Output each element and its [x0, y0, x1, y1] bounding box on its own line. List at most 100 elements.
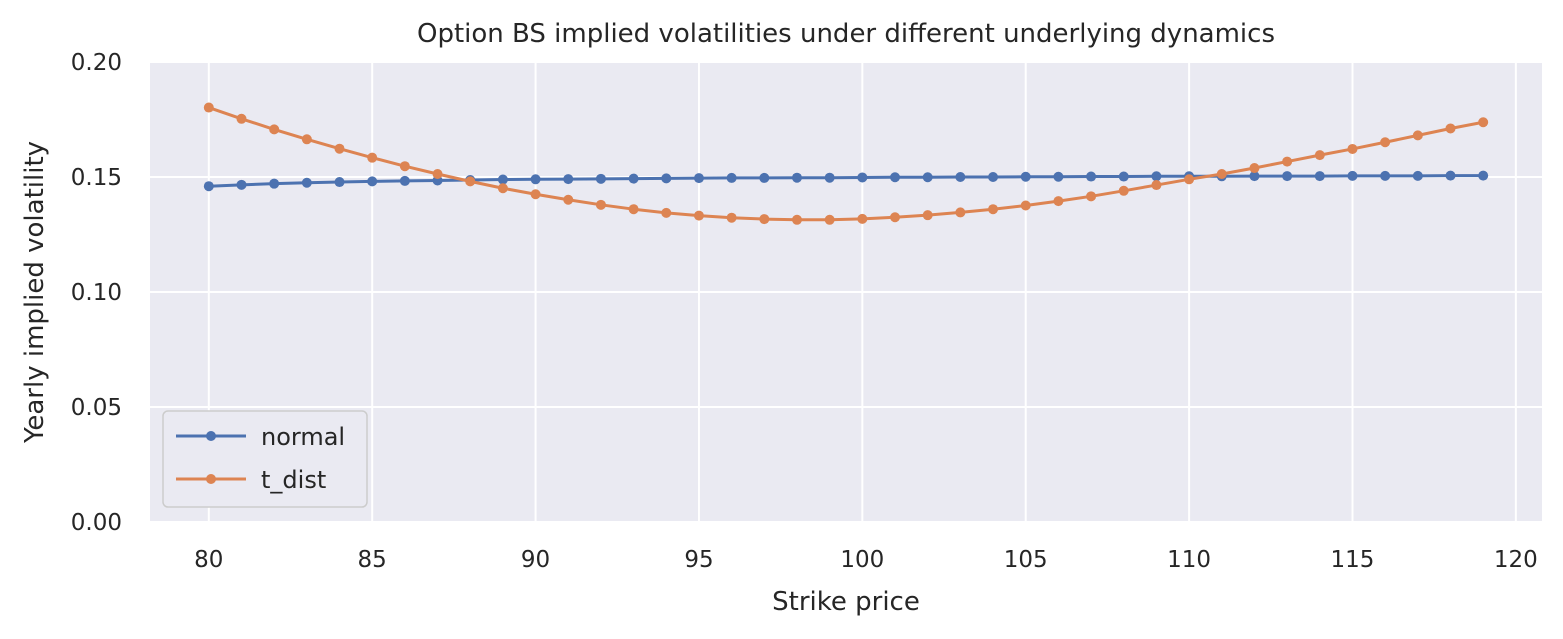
data-point [432, 169, 443, 180]
data-point [530, 189, 541, 200]
data-point [497, 174, 508, 185]
data-point [1216, 169, 1227, 180]
legend-item-t_dist: t_dist [176, 466, 326, 494]
data-point [759, 172, 770, 183]
data-point [726, 172, 737, 183]
data-point [759, 214, 770, 225]
data-point [791, 172, 802, 183]
legend-marker [206, 474, 216, 484]
x-tick-label: 120 [1494, 547, 1538, 573]
data-point [824, 172, 835, 183]
data-point [1445, 123, 1456, 134]
data-point [988, 204, 999, 215]
data-point [955, 207, 966, 218]
data-point [1020, 171, 1031, 182]
y-tick-label: 0.15 [71, 165, 122, 191]
data-point [1086, 171, 1097, 182]
data-point [1282, 156, 1293, 167]
data-point [465, 176, 476, 187]
data-point [530, 174, 541, 185]
x-tick-label: 115 [1331, 547, 1375, 573]
data-point [595, 199, 606, 210]
data-point [563, 174, 574, 185]
data-point [1086, 191, 1097, 202]
y-tick-label: 0.05 [71, 395, 122, 421]
data-point [1020, 200, 1031, 211]
data-point [399, 161, 410, 172]
data-point [269, 178, 280, 189]
data-point [1118, 185, 1129, 196]
data-point [628, 204, 639, 215]
data-point [1412, 170, 1423, 181]
data-point [399, 175, 410, 186]
data-point [1118, 171, 1129, 182]
data-point [1282, 171, 1293, 182]
legend-item-normal: normal [176, 423, 345, 451]
x-tick-label: 90 [521, 547, 550, 573]
data-point [1151, 180, 1162, 191]
data-point [1380, 170, 1391, 181]
data-point [367, 152, 378, 163]
legend-label: t_dist [261, 466, 326, 494]
data-point [497, 183, 508, 194]
data-point [269, 124, 280, 135]
data-point [334, 143, 345, 154]
data-point [1412, 130, 1423, 141]
data-point [1053, 171, 1064, 182]
data-point [791, 214, 802, 225]
data-point [890, 172, 901, 183]
data-point [661, 207, 672, 218]
data-point [857, 172, 868, 183]
data-point [1478, 117, 1489, 128]
data-point [334, 177, 345, 188]
data-point [203, 102, 214, 113]
data-point [236, 179, 247, 190]
data-point [693, 210, 704, 221]
data-point [1478, 170, 1489, 181]
data-point [693, 173, 704, 184]
series-line-normal [208, 174, 1484, 188]
x-tick-label: 85 [358, 547, 387, 573]
data-point [203, 181, 214, 192]
series-t_dist [203, 102, 1489, 225]
data-point [1184, 174, 1195, 185]
data-point [1249, 163, 1260, 174]
data-point [595, 173, 606, 184]
x-tick-label: 95 [684, 547, 713, 573]
data-point [857, 213, 868, 224]
data-point [563, 194, 574, 205]
data-point [955, 172, 966, 182]
data-point [1314, 171, 1325, 182]
data-point [236, 113, 247, 124]
data-point [922, 172, 933, 183]
data-point [301, 177, 312, 188]
x-tick-label: 100 [840, 547, 884, 573]
legend-marker [206, 431, 216, 441]
data-point [1314, 150, 1325, 161]
x-axis-label: Strike price [772, 587, 920, 617]
y-tick-labels: 0.00 0.05 0.10 0.15 0.20 [71, 50, 122, 536]
data-point [988, 172, 999, 182]
data-point [1151, 171, 1162, 182]
data-point [824, 214, 835, 225]
y-tick-label: 0.00 [71, 510, 122, 536]
data-point [890, 212, 901, 223]
x-tick-label: 110 [1167, 547, 1211, 573]
series-normal [203, 170, 1489, 192]
y-axis-label: Yearly implied volatility [20, 141, 50, 444]
data-point [628, 173, 639, 184]
series-group [203, 102, 1489, 225]
data-point [1445, 170, 1456, 181]
data-point [1053, 196, 1064, 207]
x-tick-label: 105 [1004, 547, 1048, 573]
y-tick-label: 0.10 [71, 280, 122, 306]
data-point [1347, 143, 1358, 154]
y-tick-label: 0.20 [71, 50, 122, 76]
data-point [1380, 137, 1391, 148]
legend-label: normal [261, 423, 345, 451]
x-tick-label: 80 [194, 547, 223, 573]
data-point [922, 210, 933, 221]
chart-title: Option BS implied volatilities under dif… [417, 19, 1275, 49]
data-point [726, 212, 737, 223]
